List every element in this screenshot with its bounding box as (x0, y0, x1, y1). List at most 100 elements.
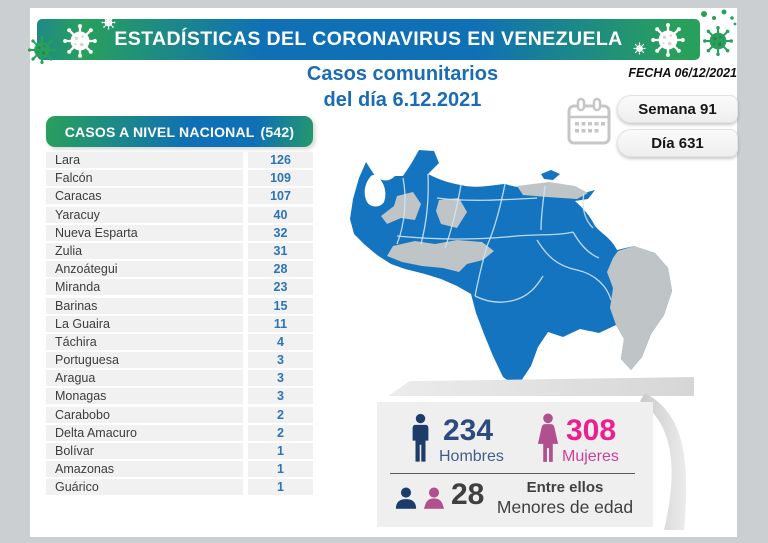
map-lake-maracaibo (364, 174, 386, 207)
virus-icon (650, 22, 686, 58)
table-row: Nueva Esparta 32 (46, 224, 313, 241)
table-header: CASOS A NIVEL NACIONAL (542) (46, 116, 313, 147)
men-label: Hombres (439, 448, 504, 465)
state-value: 2 (248, 406, 313, 423)
date-label: FECHA 06/12/2021 (628, 66, 737, 80)
table-row: Falcón 109 (46, 170, 313, 187)
header-banner: ESTADÍSTICAS DEL CORONAVIRUS EN VENEZUEL… (37, 19, 700, 60)
subtitle-line2: del día 6.12.2021 (323, 89, 482, 111)
map-gray-state (436, 198, 467, 228)
women-label: Mujeres (562, 448, 619, 465)
state-name: Miranda (46, 279, 243, 296)
table-row: Zulia 31 (46, 242, 313, 259)
state-name: Táchira (46, 333, 243, 350)
table-row: Guárico 1 (46, 479, 313, 496)
state-name: Monagas (46, 388, 243, 405)
state-name: La Guaira (46, 315, 243, 332)
cases-table: CASOS A NIVEL NACIONAL (542) Lara 126 Falc… (46, 116, 313, 498)
state-name: Lara (46, 152, 243, 168)
table-row: Amazonas 1 (46, 461, 313, 478)
state-name: Anzoátegui (46, 261, 243, 278)
state-name: Amazonas (46, 461, 243, 478)
map-country (350, 150, 672, 387)
state-name: Barinas (46, 297, 243, 314)
state-name: Aragua (46, 370, 243, 387)
perspective-shadow (388, 377, 694, 396)
state-value: 3 (248, 388, 313, 405)
table-row: Lara 126 (46, 152, 313, 168)
gray-swoosh-shape (640, 393, 687, 530)
minors-label: Entre ellos Menores de edad (489, 479, 641, 517)
map-margarita-island (541, 170, 560, 180)
table-row: Bolívar 1 (46, 443, 313, 459)
state-value: 1 (248, 443, 313, 459)
table-row: Anzoátegui 28 (46, 261, 313, 278)
state-name: Zulia (46, 242, 243, 259)
state-value: 107 (248, 188, 313, 205)
man-icon (410, 413, 431, 464)
table-row: La Guaira 11 (46, 315, 313, 332)
state-value: 1 (248, 479, 313, 496)
state-name: Nueva Esparta (46, 224, 243, 241)
minors-label-line1: Entre ellos (526, 479, 604, 496)
boy-bust-icon (393, 487, 419, 509)
state-value: 109 (248, 170, 313, 187)
map-gray-state (381, 192, 421, 224)
state-value: 23 (248, 279, 313, 296)
minors-count: 28 (451, 478, 485, 511)
state-value: 1 (248, 461, 313, 478)
table-row: Portuguesa 3 (46, 352, 313, 369)
table-row: Miranda 23 (46, 279, 313, 296)
map-gray-sucre (517, 182, 588, 199)
state-name: Carabobo (46, 406, 243, 423)
page-subtitle: Casos comunitarios del día 6.12.2021 (290, 61, 515, 113)
virus-icon (27, 35, 57, 65)
table-row: Aragua 3 (46, 370, 313, 387)
state-value: 15 (248, 297, 313, 314)
table-row: Caracas 107 (46, 188, 313, 205)
state-value: 126 (248, 152, 313, 168)
state-value: 3 (248, 352, 313, 369)
venezuela-map (350, 150, 672, 387)
map-gray-esequibo (607, 246, 672, 370)
women-count: 308 (566, 414, 617, 447)
girl-bust-icon (421, 487, 447, 509)
gender-stats-card: 234 Hombres 308 Mujeres 28 Entre ellos M… (377, 402, 653, 527)
state-value: 2 (248, 424, 313, 441)
day-badge: Día 631 (617, 129, 738, 157)
virus-icon (101, 15, 116, 30)
state-value: 28 (248, 261, 313, 278)
state-value: 31 (248, 242, 313, 259)
state-value: 11 (248, 315, 313, 332)
table-row: Carabobo 2 (46, 406, 313, 423)
virus-icon (62, 23, 98, 59)
state-name: Guárico (46, 479, 243, 496)
map-state-borders (396, 173, 612, 303)
state-value: 40 (248, 206, 313, 223)
subtitle-line1: Casos comunitarios (306, 63, 499, 85)
woman-icon (536, 413, 560, 464)
table-row: Monagas 3 (46, 388, 313, 405)
week-badge: Semana 91 (617, 95, 738, 123)
state-name: Delta Amacuro (46, 424, 243, 441)
decorative-dots (701, 9, 737, 26)
card-divider (390, 473, 635, 474)
virus-icon (633, 42, 646, 55)
table-title: CASOS A NIVEL NACIONAL (64, 123, 255, 140)
state-name: Falcón (46, 170, 243, 187)
map-gray-apure (387, 240, 494, 272)
main-title: ESTADÍSTICAS DEL CORONAVIRUS EN VENEZUEL… (114, 28, 623, 50)
table-total: (542) (260, 123, 295, 140)
table-row: Yaracuy 40 (46, 206, 313, 223)
state-name: Bolívar (46, 443, 243, 459)
state-name: Portuguesa (46, 352, 243, 369)
men-count: 234 (443, 414, 494, 447)
table-row: Delta Amacuro 2 (46, 424, 313, 441)
table-row: Barinas 15 (46, 297, 313, 314)
state-name: Yaracuy (46, 206, 243, 223)
state-name: Caracas (46, 188, 243, 205)
cases-table-body: Lara 126 Falcón 109 Caracas 107 Yaracuy 40 Nueva… (46, 152, 313, 496)
table-row: Táchira 4 (46, 333, 313, 350)
state-value: 3 (248, 370, 313, 387)
